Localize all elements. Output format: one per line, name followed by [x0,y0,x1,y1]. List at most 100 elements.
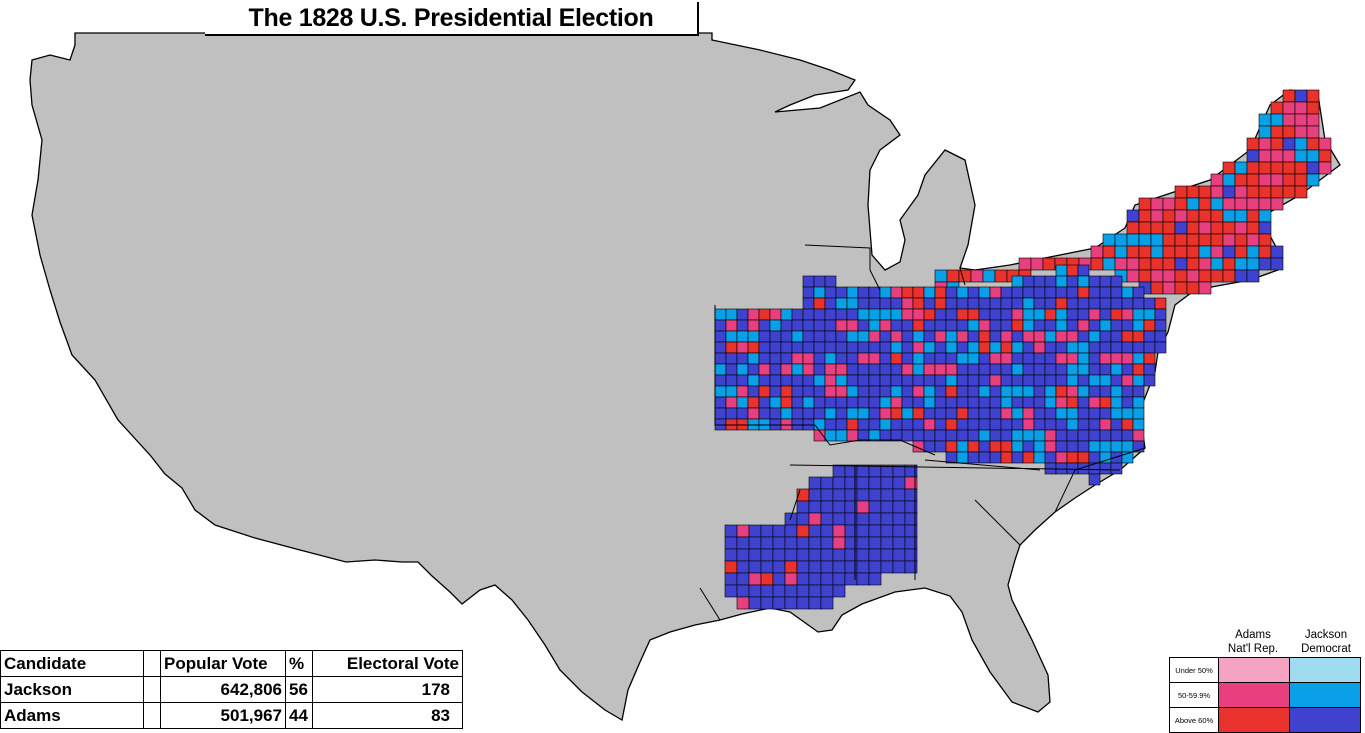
county-cell [989,407,1002,420]
county-cell [1077,308,1090,321]
county-cell [1099,462,1112,475]
county-cell [868,536,882,550]
county-cell [1099,297,1112,310]
county-cell [1126,221,1140,235]
county-cell [1143,352,1156,365]
county-cell [1018,257,1032,271]
county-cell [1077,275,1090,288]
county-cell [1044,308,1057,321]
county-cell [1234,245,1248,259]
county-cell [934,418,947,431]
county-cell [824,374,837,387]
county-cell [1088,451,1101,464]
county-cell [1088,429,1101,442]
county-cell [832,476,846,490]
county-cell [967,385,980,398]
county-cell [846,407,859,420]
county-cell [989,451,1002,464]
county-cell [868,548,882,562]
county-cell [791,308,804,321]
county-cell [967,407,980,420]
county-cell [879,308,892,321]
county-cell [1270,185,1284,199]
county-cell [1174,197,1188,211]
county-cell [846,396,859,409]
county-cell [1066,418,1079,431]
county-cell [1011,385,1024,398]
county-cell [1077,264,1090,277]
county-cell [1055,264,1068,277]
county-cell [835,407,848,420]
county-cell [1022,363,1035,376]
county-cell [1121,341,1134,354]
county-cell [967,319,980,332]
county-cell [912,297,925,310]
county-cell [791,341,804,354]
county-cell [1088,330,1101,343]
county-cell [1000,385,1013,398]
county-cell [1318,137,1332,151]
county-cell [808,488,822,502]
county-cell [714,407,727,420]
county-cell [1132,363,1145,376]
county-cell [747,407,760,420]
county-cell [1088,363,1101,376]
county-cell [824,363,837,376]
legend-swatch-jackson [1289,657,1361,683]
county-cell [1033,451,1046,464]
county-cell [784,584,798,598]
county-cell [748,548,762,562]
legend-jackson-name: Jackson [1304,629,1348,641]
county-cell [978,286,991,299]
county-cell [714,319,727,332]
county-cell [1022,330,1035,343]
county-cell [868,374,881,387]
county-cell [1121,308,1134,321]
county-cell [835,396,848,409]
county-cell [1222,257,1236,271]
legend-adams-party: Nat'l Rep. [1227,643,1279,655]
county-cell [1258,185,1272,199]
county-cell [736,330,749,343]
county-cell [892,500,906,514]
county-cell [1246,173,1260,187]
county-cell [956,286,969,299]
state-border [789,489,801,521]
county-cell [1055,330,1068,343]
header-candidate: Candidate [0,650,144,677]
state-border [789,464,1121,471]
county-cell [989,308,1002,321]
county-cell [880,560,894,574]
county-cell [978,363,991,376]
county-cell [813,418,826,431]
county-cell [820,560,834,574]
county-cell [760,560,774,574]
county-cell [835,308,848,321]
county-cell [890,385,903,398]
county-cell [890,374,903,387]
county-cell [1044,429,1057,442]
state-border [1054,447,1146,513]
county-cell [1088,308,1101,321]
county-cell [1000,374,1013,387]
county-cell [856,536,870,550]
county-cell [820,584,834,598]
county-cell [769,374,782,387]
county-cell [857,308,870,321]
state-borders [699,244,1146,621]
county-cell [1270,161,1284,175]
county-cell [1174,269,1188,283]
county-cell [892,536,906,550]
county-cell [808,536,822,550]
county-cell [934,319,947,332]
county-cell [846,319,859,332]
county-cell [832,584,846,598]
county-cell [1099,341,1112,354]
county-cell [1198,281,1212,295]
county-cell [802,319,815,332]
county-cell [901,385,914,398]
county-cell [791,363,804,376]
county-cell [1099,440,1112,453]
county-cell [1110,319,1123,332]
county-cell [832,464,846,478]
